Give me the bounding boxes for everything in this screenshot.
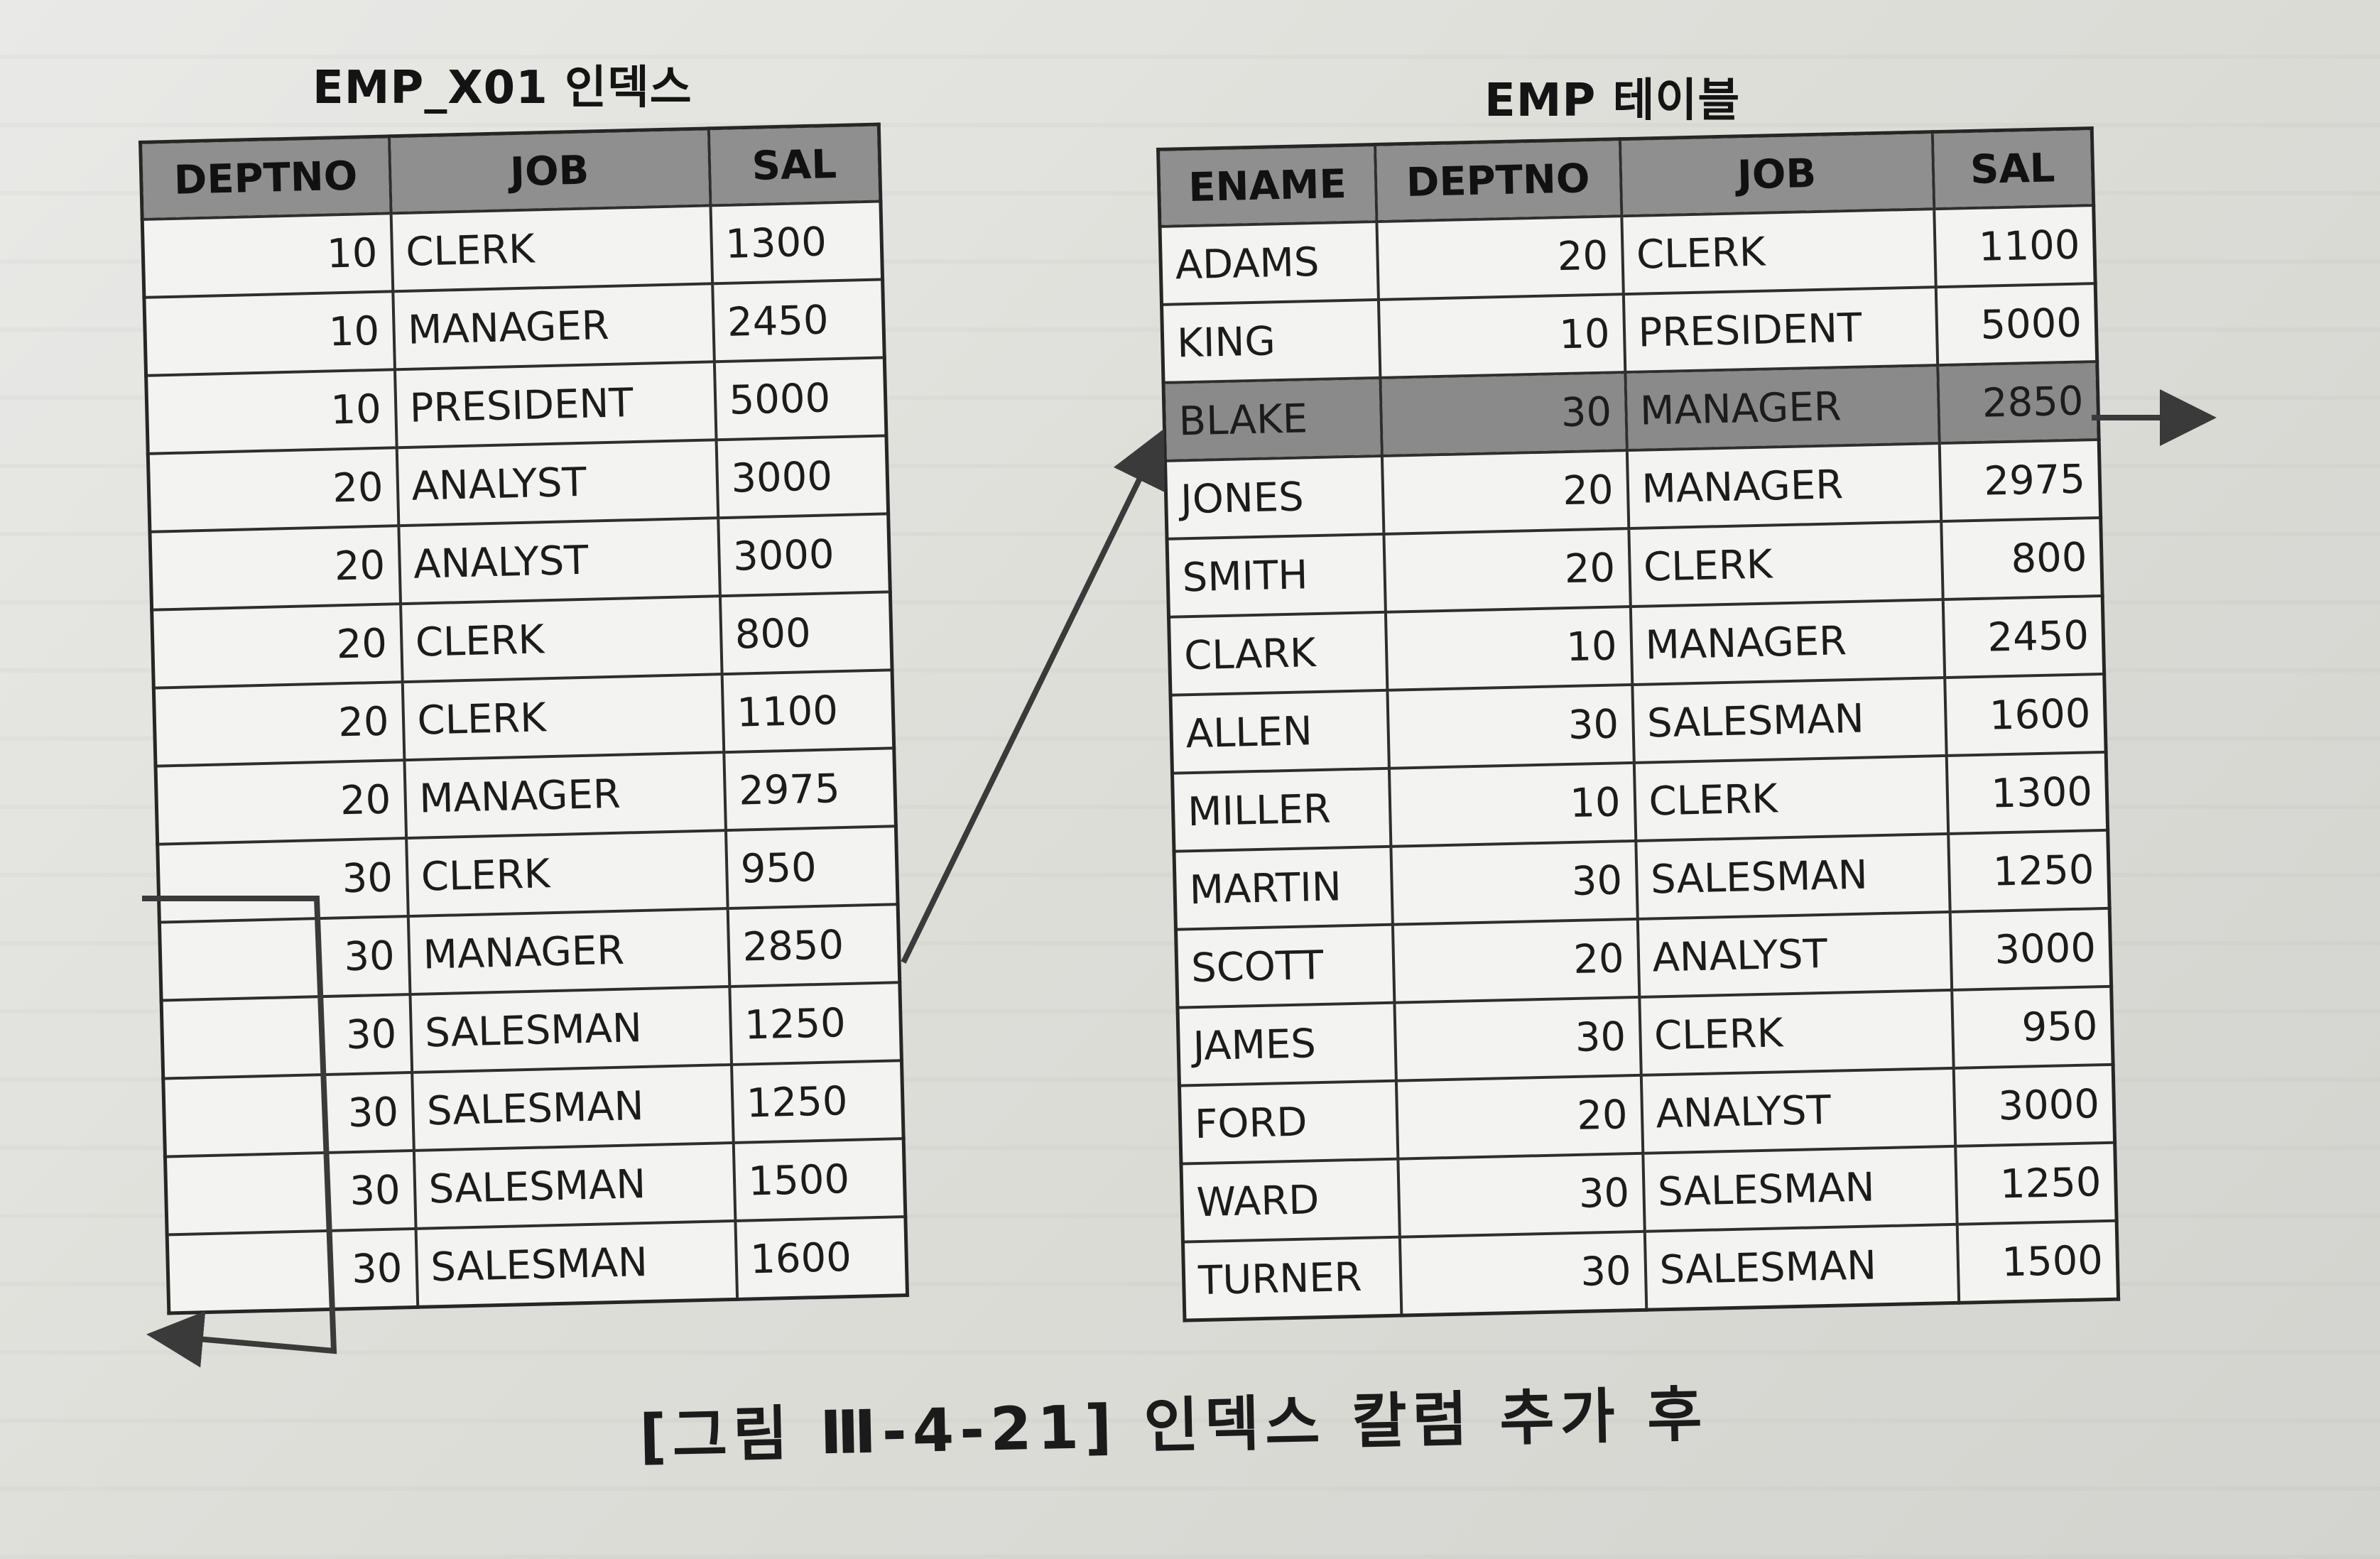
table-title: EMP 테이블 bbox=[1484, 75, 1741, 127]
index-title: EMP_X01 인덱스 bbox=[313, 62, 692, 114]
rowid-arrow bbox=[901, 428, 1165, 964]
scan-end-arrow bbox=[142, 896, 337, 1368]
